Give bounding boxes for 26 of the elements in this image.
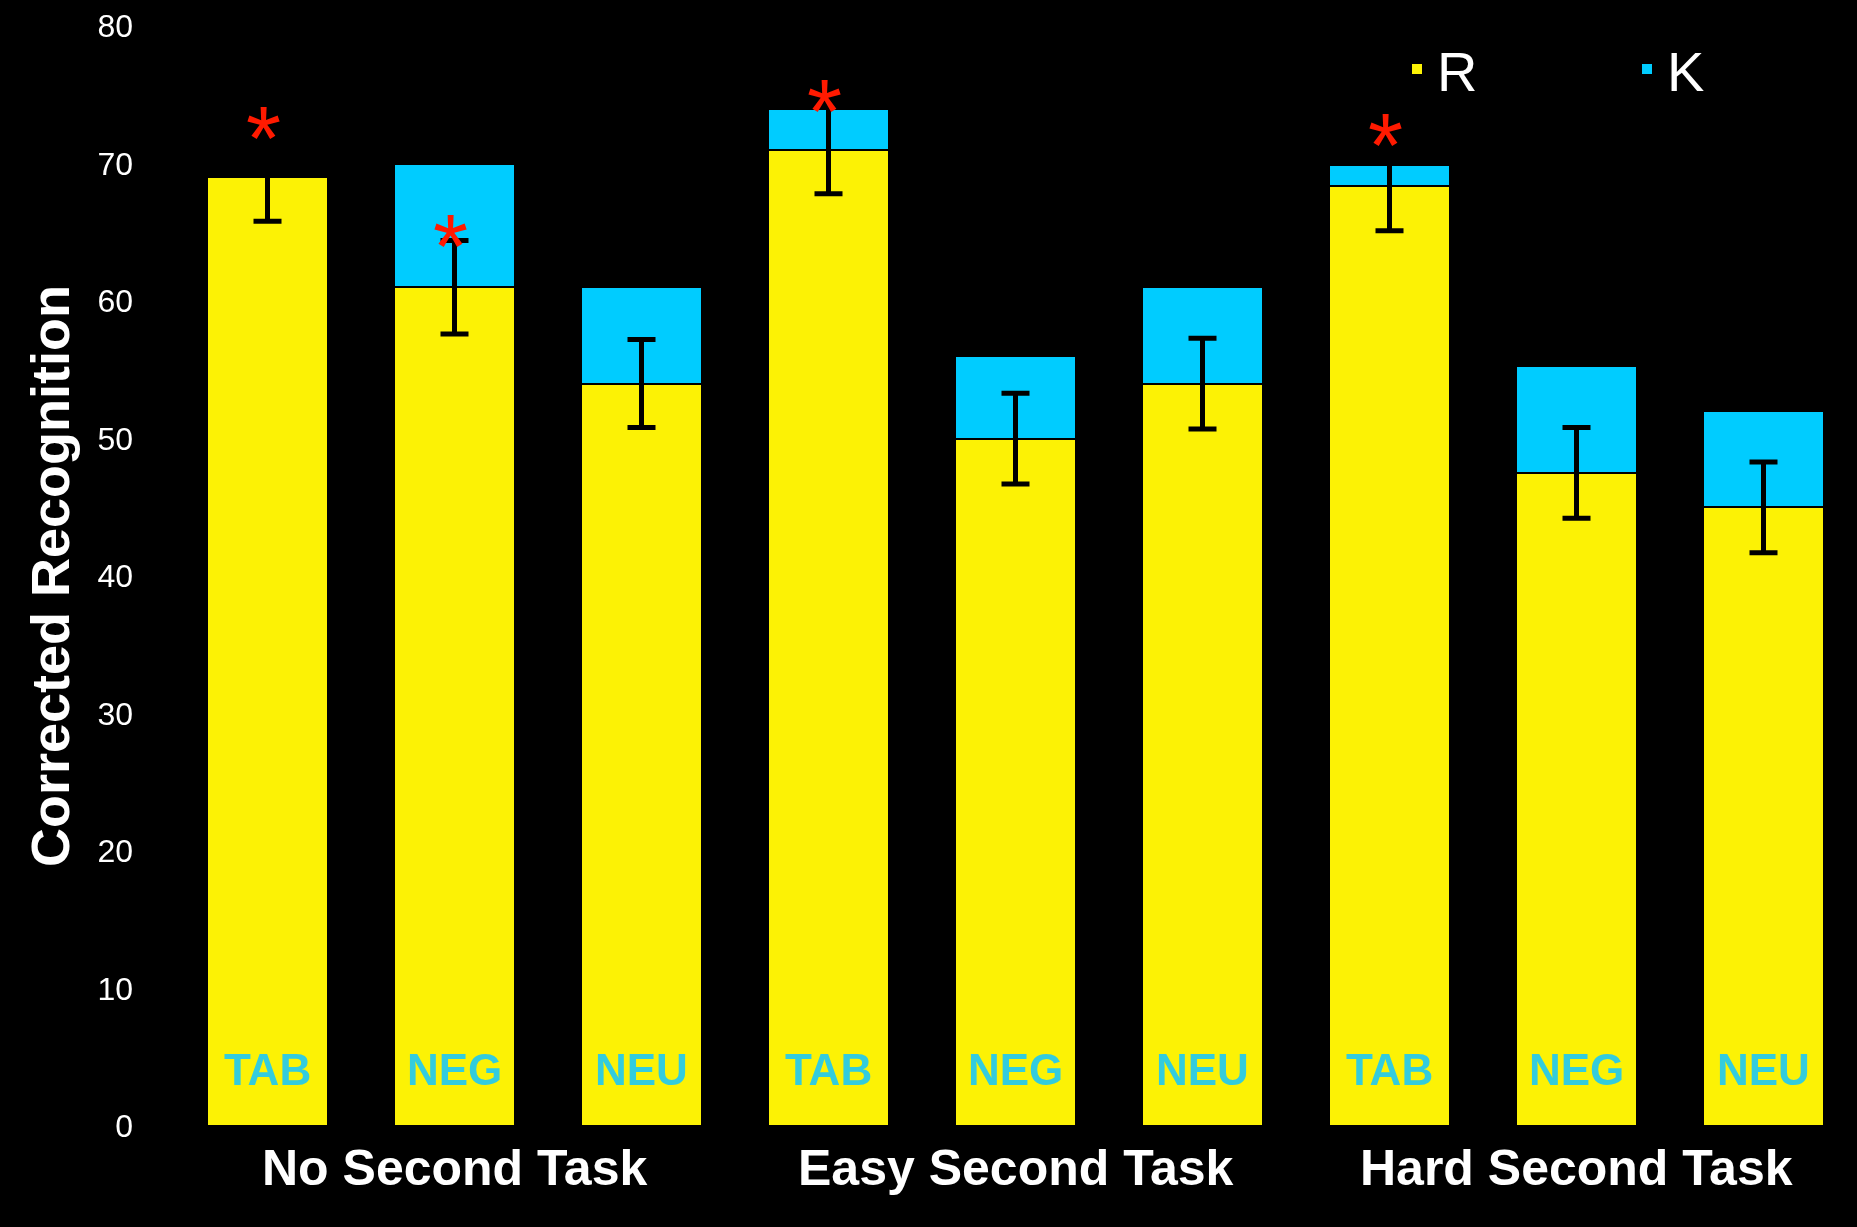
y-axis-title: Corrected Recognition (20, 284, 81, 868)
y-tick-label: 10 (97, 970, 133, 1007)
legend-label: R (1437, 39, 1478, 103)
x-tick-label: NEU (1156, 1045, 1249, 1094)
data-label: * (1368, 96, 1404, 196)
y-tick-label: 20 (97, 833, 133, 870)
legend-label: K (1667, 39, 1705, 103)
y-tick-label: 0 (115, 1108, 133, 1145)
y-tick-label: 40 (97, 558, 133, 595)
x-tick-label: NEG (1529, 1045, 1625, 1094)
x-tick-label: NEU (1717, 1045, 1810, 1094)
x-tick-label: NEU (595, 1045, 688, 1094)
text: Easy Second Task (798, 1140, 1234, 1196)
y-tick-label: 70 (97, 145, 133, 182)
y-tick-label: 50 (97, 420, 133, 457)
y-tick-label: 80 (97, 8, 133, 45)
y-tick-label: 60 (97, 283, 133, 320)
text: Hard Second Task (1360, 1140, 1793, 1196)
x-tick-label: NEG (407, 1045, 503, 1094)
x-tick-label: NEG (968, 1045, 1064, 1094)
x-tick-label: TAB (785, 1045, 873, 1094)
y-tick-label: 30 (97, 695, 133, 732)
x-tick-label: TAB (224, 1045, 312, 1094)
x-tick-label: TAB (1346, 1045, 1434, 1094)
data-label: * (246, 89, 282, 189)
text: No Second Task (262, 1140, 648, 1196)
